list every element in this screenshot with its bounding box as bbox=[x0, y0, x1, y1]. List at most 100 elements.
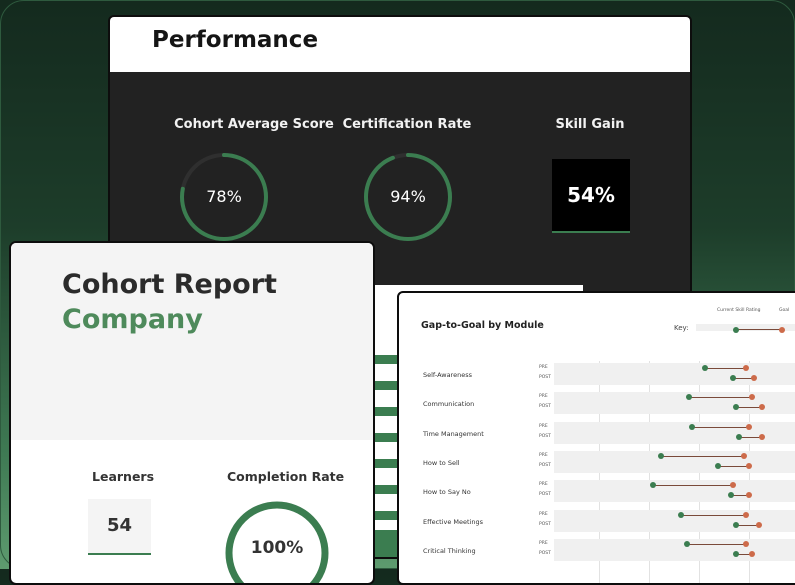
gap-connector bbox=[652, 485, 734, 487]
gap-connector bbox=[689, 397, 752, 399]
learners-label: Learners bbox=[92, 469, 155, 484]
performance-title: Performance bbox=[152, 27, 319, 53]
cohort-average-label: Cohort Average Score bbox=[174, 117, 334, 132]
green-stripe bbox=[372, 381, 402, 390]
green-stripe bbox=[372, 433, 402, 442]
completion-rate-label: Completion Rate bbox=[227, 469, 345, 484]
current-rating-dot bbox=[727, 492, 734, 499]
gap-connector bbox=[738, 436, 762, 438]
module-label: How to Sell bbox=[423, 458, 460, 467]
pre-tag: PRE bbox=[539, 482, 548, 488]
module-row-band bbox=[554, 392, 795, 415]
gap-connector bbox=[736, 524, 760, 526]
gap-connector bbox=[736, 407, 762, 409]
goal-dot bbox=[759, 433, 765, 440]
certification-rate-label: Certification Rate bbox=[342, 117, 472, 132]
post-tag: POST bbox=[539, 433, 551, 439]
company-name: Company bbox=[62, 304, 203, 335]
goal-dot bbox=[730, 482, 737, 489]
green-stripe bbox=[372, 511, 402, 520]
gap-connector bbox=[686, 543, 747, 545]
module-label: Effective Meetings bbox=[423, 517, 484, 526]
completion-rate-value: 100% bbox=[250, 538, 304, 558]
current-rating-dot bbox=[686, 394, 693, 401]
goal-dot bbox=[759, 404, 765, 411]
goal-dot bbox=[748, 550, 755, 557]
current-rating-dot bbox=[730, 375, 737, 381]
current-rating-dot bbox=[678, 511, 685, 518]
green-stripe bbox=[372, 407, 402, 416]
goal-dot bbox=[748, 394, 755, 401]
goal-dot bbox=[743, 365, 750, 371]
module-row-band bbox=[554, 480, 795, 503]
gap-connector bbox=[704, 368, 747, 369]
module-row-band bbox=[554, 363, 795, 385]
performance-header: Performance bbox=[110, 17, 690, 72]
gap-connector bbox=[691, 426, 749, 428]
key-goal-dot bbox=[779, 327, 785, 333]
completion-rate-ring bbox=[225, 501, 329, 583]
certification-rate-ring: 94% bbox=[362, 151, 454, 243]
module-row-band bbox=[554, 509, 795, 532]
gap-to-goal-card: Gap-to-Goal by Module Current Skill Rati… bbox=[397, 291, 795, 585]
post-tag: POST bbox=[539, 550, 551, 556]
cohort-report-header bbox=[11, 243, 373, 440]
post-tag: POST bbox=[539, 462, 551, 468]
post-tag: POST bbox=[539, 521, 551, 527]
module-label: Self-Awareness bbox=[423, 371, 472, 379]
pre-tag: PRE bbox=[539, 394, 548, 400]
gap-connector bbox=[733, 378, 755, 379]
skill-gain-value: 54% bbox=[552, 159, 630, 233]
key-legend bbox=[696, 324, 795, 331]
cohort-report-card: Cohort Report Company Learners 54 Comple… bbox=[9, 241, 375, 585]
current-rating-dot bbox=[733, 521, 739, 528]
goal-dot bbox=[746, 492, 752, 499]
cohort-average-value: 78% bbox=[206, 187, 242, 206]
cohort-report-title: Cohort Report bbox=[62, 269, 277, 300]
green-stripe bbox=[372, 355, 402, 364]
pre-tag: PRE bbox=[539, 511, 548, 517]
current-rating-dot bbox=[688, 423, 695, 430]
pre-tag: PRE bbox=[539, 365, 548, 370]
pre-tag: PRE bbox=[539, 452, 548, 458]
goal-dot bbox=[740, 452, 747, 459]
module-label: Time Management bbox=[423, 429, 484, 438]
current-rating-dot bbox=[649, 482, 656, 489]
goal-dot bbox=[743, 511, 750, 518]
gap-connector bbox=[736, 553, 752, 555]
legend-goal-label: Goal bbox=[779, 308, 790, 313]
module-label: Communication bbox=[423, 400, 475, 409]
current-rating-dot bbox=[657, 452, 664, 459]
green-stripe bbox=[372, 459, 402, 468]
cohort-average-ring: 78% bbox=[178, 151, 270, 243]
current-rating-dot bbox=[733, 404, 739, 411]
key-label: Key: bbox=[674, 324, 689, 332]
module-row-band bbox=[554, 538, 795, 561]
goal-dot bbox=[746, 423, 752, 430]
pre-tag: PRE bbox=[539, 540, 548, 546]
goal-dot bbox=[751, 375, 758, 381]
current-rating-dot bbox=[701, 365, 708, 371]
module-row-band bbox=[554, 450, 795, 473]
module-label: Critical Thinking bbox=[423, 546, 476, 555]
goal-dot bbox=[743, 540, 750, 547]
current-rating-dot bbox=[714, 462, 721, 469]
green-stripe bbox=[372, 485, 402, 494]
current-rating-dot bbox=[733, 550, 739, 557]
gap-connector bbox=[660, 455, 744, 457]
post-tag: POST bbox=[539, 375, 551, 380]
legend-current-label: Current Skill Rating bbox=[717, 308, 761, 313]
gap-connector bbox=[717, 465, 749, 467]
goal-dot bbox=[756, 521, 763, 528]
module-row-band bbox=[554, 421, 795, 444]
module-label: How to Say No bbox=[423, 488, 471, 497]
gap-connector bbox=[681, 514, 747, 516]
post-tag: POST bbox=[539, 404, 551, 410]
current-rating-dot bbox=[735, 433, 742, 440]
learners-value: 54 bbox=[88, 499, 151, 555]
pre-tag: PRE bbox=[539, 423, 548, 429]
post-tag: POST bbox=[539, 492, 551, 498]
current-rating-dot bbox=[683, 540, 690, 547]
gap-chart-title: Gap-to-Goal by Module bbox=[421, 320, 544, 331]
goal-dot bbox=[746, 462, 752, 469]
